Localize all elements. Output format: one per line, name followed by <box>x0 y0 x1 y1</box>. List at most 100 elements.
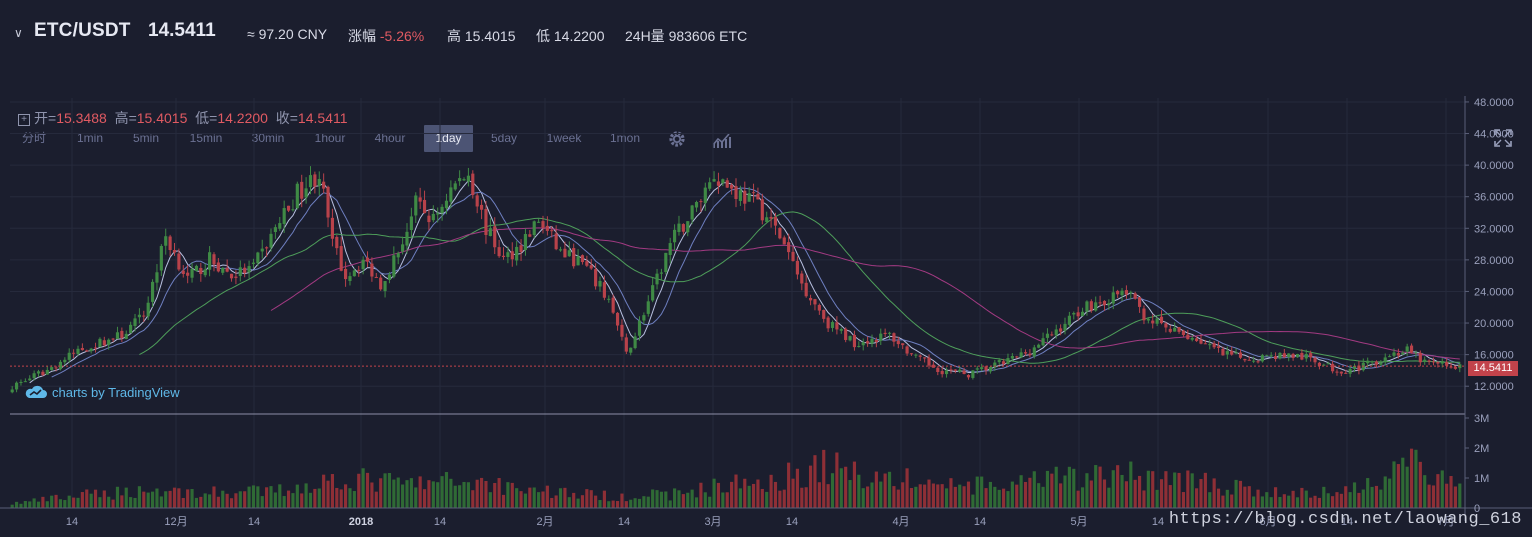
candle-body <box>874 339 878 343</box>
tab-timeline[interactable]: 分时 <box>21 131 46 145</box>
volume-bar <box>1256 489 1260 508</box>
candle-body <box>997 360 1001 363</box>
volume-bar <box>738 488 742 508</box>
volume-bar <box>1352 482 1357 508</box>
volume-bar <box>1120 474 1124 508</box>
candle-body <box>265 247 269 249</box>
candle-body <box>1120 290 1124 296</box>
volume-bar <box>1133 479 1137 508</box>
candle-body <box>751 192 756 194</box>
volume-bar <box>892 486 896 508</box>
pair-selector[interactable]: ETC/USDT <box>34 20 131 41</box>
tab-1day[interactable]: 1day <box>424 125 473 152</box>
high-label: 高= <box>114 110 137 126</box>
volume-bar <box>611 500 615 508</box>
volume-bar <box>681 494 685 508</box>
candle-body <box>475 195 479 207</box>
volume-bar <box>129 497 133 508</box>
candle-body <box>1098 302 1102 304</box>
candle-body <box>852 334 857 348</box>
volume-bar <box>1238 480 1243 508</box>
chevron-down-icon[interactable]: ∨ <box>14 26 23 40</box>
fullscreen-icon[interactable] <box>1494 129 1512 147</box>
candle-body <box>756 193 760 200</box>
candle-body <box>484 209 488 235</box>
volume-bar <box>497 478 501 508</box>
candle-body <box>708 182 712 189</box>
tab-1min[interactable]: 1min <box>76 131 103 145</box>
price-tick-label: 36.0000 <box>1474 192 1514 204</box>
volume-bar <box>392 479 396 508</box>
candle-body <box>93 347 98 349</box>
volume-bar <box>1313 495 1317 508</box>
volume-bar <box>659 491 664 508</box>
candle-body <box>1388 356 1392 358</box>
volume-bar <box>773 481 778 508</box>
time-tick-label: 14 <box>66 516 78 528</box>
volume-bar <box>975 476 979 508</box>
candle-body <box>146 302 150 317</box>
volume-bar <box>1067 466 1071 508</box>
candle-body <box>10 389 14 393</box>
volume-bar <box>313 488 317 508</box>
tab-1mon[interactable]: 1mon <box>609 131 641 145</box>
volume-bar <box>190 489 194 508</box>
candle-body <box>914 354 918 356</box>
tab-5min[interactable]: 5min <box>132 131 159 145</box>
price-tick-label: 40.0000 <box>1474 160 1514 172</box>
expand-icon[interactable]: + <box>18 114 30 126</box>
candle-body <box>379 277 383 290</box>
volume-bar <box>1309 497 1313 508</box>
candle-body <box>1006 358 1010 364</box>
volume-bar <box>712 478 716 508</box>
candle-body <box>993 362 997 368</box>
volume-bar <box>265 487 269 508</box>
volume-bar <box>589 490 593 508</box>
candle-body <box>506 252 510 257</box>
volume-bar <box>23 501 27 508</box>
volume-bar <box>431 481 435 508</box>
candle-body <box>822 310 826 319</box>
indicators-icon[interactable] <box>710 128 732 150</box>
volume-bar <box>172 487 177 508</box>
volume-bar <box>537 492 541 508</box>
tab-1hour[interactable]: 1hour <box>314 131 346 145</box>
volume-bar <box>72 497 76 508</box>
volume-bar <box>1287 495 1291 508</box>
candle-body <box>1054 329 1058 336</box>
price-tick-label: 48.0000 <box>1474 97 1514 109</box>
candle-body <box>291 209 295 211</box>
volume-bar <box>155 488 159 508</box>
volume-bar <box>743 478 747 508</box>
tradingview-branding[interactable]: charts by TradingView <box>24 385 180 400</box>
candle-body <box>839 329 843 331</box>
candle-body <box>971 370 975 378</box>
watermark: https://blog.csdn.net/laowang_618 <box>1168 510 1522 529</box>
volume-bar <box>295 484 299 508</box>
tab-5day[interactable]: 5day <box>490 131 518 145</box>
volume-bar <box>221 490 225 508</box>
candle-body <box>1181 330 1186 336</box>
chart-canvas[interactable]: 48.0000 44.0000 40.0000 36.0000 32.0000 28.00… <box>0 96 1532 537</box>
tab-30min[interactable]: 30min <box>251 131 285 145</box>
volume-bar <box>528 487 532 508</box>
tab-15min[interactable]: 15min <box>189 131 223 145</box>
candle-body <box>1177 327 1181 332</box>
volume-bar <box>405 480 409 508</box>
volume-bar <box>1401 457 1405 508</box>
tab-4hour[interactable]: 4hour <box>374 131 406 145</box>
candle-body <box>576 256 580 266</box>
volume-bar <box>1335 492 1339 508</box>
tab-1week[interactable]: 1week <box>546 131 582 145</box>
candle-body <box>330 217 335 239</box>
volume-bar <box>111 499 115 508</box>
candle-body <box>1287 353 1291 358</box>
volume-bar <box>1379 489 1383 508</box>
candle-body <box>1322 364 1326 366</box>
candle-body <box>844 328 848 340</box>
candle-body <box>225 267 229 272</box>
gear-icon[interactable] <box>666 128 688 150</box>
candle-body <box>795 260 799 275</box>
volume-bar <box>598 500 602 508</box>
candle-body <box>866 341 870 344</box>
